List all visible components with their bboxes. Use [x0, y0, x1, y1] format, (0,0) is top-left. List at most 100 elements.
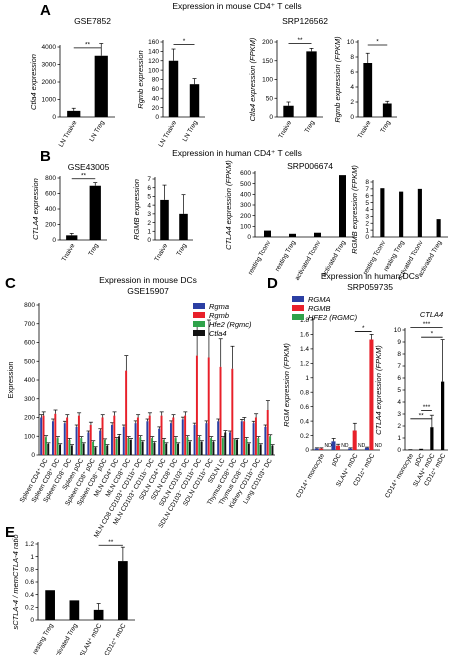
bar-B4 [399, 191, 404, 237]
bar-C-Rgma [134, 423, 137, 455]
bar-C-Hfe2 (Rgmc) [44, 437, 47, 455]
section-subtitle-d: SRP059735 [347, 282, 393, 292]
category-label-A2: LN Tnaive [157, 119, 178, 148]
y-tick-label-A1: 1000 [42, 97, 57, 104]
y-tick-label-D2: 4 [397, 399, 401, 406]
bar-C-Hfe2 (Rgmc) [151, 438, 154, 455]
category-label-B3: resting Treg [274, 239, 297, 273]
y-tick-label-C: 200 [24, 415, 35, 422]
category-label-B3: resting Tconv [247, 239, 273, 276]
bar-A3 [306, 51, 317, 117]
bar-C-Ctla4 [177, 443, 180, 455]
sig-bracket-d2-4-stars: *** [423, 321, 431, 328]
y-tick-label-C: 400 [24, 377, 35, 384]
bar-C-Rgmb [219, 366, 222, 455]
bar-C-Ctla4 [47, 443, 50, 455]
y-tick-label-C: 500 [24, 358, 35, 365]
sig-bracket-b1-stars: ** [81, 172, 87, 179]
bar-C-Hfe2 (Rgmc) [139, 437, 142, 455]
legend-label-C: Rgmb [209, 311, 229, 320]
bar-C-Rgmb [148, 415, 151, 455]
y-tick-label-A4: 0 [350, 114, 354, 121]
bar-C-Rgmb [243, 421, 246, 455]
bar-C-Hfe2 (Rgmc) [127, 438, 130, 455]
y-tick-label-D1: 0.4 [300, 418, 309, 425]
bar-B3 [289, 233, 296, 237]
category-label-D1: CD14⁺ monocyte [295, 452, 326, 499]
y-tick-label-A4: 8 [350, 54, 354, 61]
y-tick-label-C: 300 [24, 396, 35, 403]
bar-B4 [417, 188, 422, 237]
y-tick-label-A3: 0 [269, 114, 273, 121]
bar-C-Ctla4 [165, 443, 168, 455]
y-tick-label-A2: 0 [155, 114, 159, 121]
bar-C-Ctla4 [224, 432, 227, 455]
y-tick-label-B2: 3 [147, 211, 151, 218]
bar-C-Rgma [193, 425, 196, 455]
chart-title-A1: GSE7852 [74, 16, 111, 26]
section-subtitle-c: GSE15907 [127, 286, 169, 296]
y-tick-label-B2: 0 [147, 237, 151, 244]
bar-C-Hfe2 (Rgmc) [186, 437, 189, 455]
legend-swatch-D1 [292, 305, 304, 311]
bar-E [118, 561, 128, 620]
bar-C-Rgmb [184, 415, 187, 455]
bar-C-Rgma [228, 432, 231, 455]
bar-C-Rgma [146, 421, 149, 455]
y-tick-label-D1: 1.8 [300, 317, 309, 324]
bar-D2 [441, 381, 445, 450]
bar-D1-RGMA [348, 448, 353, 450]
bar-E [93, 609, 104, 620]
category-label-D2: CD14⁺ monocyte [384, 452, 415, 499]
category-label-A2: LN Treg [182, 119, 200, 143]
bar-C-Ctla4 [141, 441, 144, 455]
y-tick-label-A2: 140 [148, 49, 159, 56]
bar-C-Rgmb [66, 417, 69, 455]
sig-bracket-a2-stars: * [183, 38, 186, 45]
y-tick-label-B1: 800 [45, 175, 56, 182]
y-tick-label-B1: 0 [52, 237, 56, 244]
bar-C-Rgma [75, 426, 78, 455]
legend-swatch-C [193, 303, 205, 309]
y-tick-label-B2: 7 [147, 176, 151, 183]
bar-D2 [419, 449, 423, 450]
category-label-B2: Tnaive [153, 242, 169, 263]
bar-A4 [382, 103, 392, 117]
category-label-A1: LN Tnaive [58, 119, 79, 148]
bar-C-Hfe2 (Rgmc) [92, 441, 95, 455]
y-tick-label-A2: 60 [152, 86, 160, 93]
legend-swatch-C [193, 330, 205, 336]
bar-C-Rgmb [77, 415, 80, 455]
bar-C-Rgma [51, 421, 54, 455]
nd-label-D1: ND [375, 443, 383, 449]
bar-B4 [436, 219, 441, 237]
y-axis-title-D2: CTLA4 expression (FPKM) [374, 345, 383, 435]
bar-C-Rgmb [125, 370, 128, 455]
y-tick-label-D1: 1 [305, 375, 309, 382]
y-tick-label-B4: 0 [365, 234, 369, 241]
sig-bracket-a4-stars: * [376, 39, 379, 46]
y-tick-label-C: 800 [24, 302, 35, 309]
y-tick-label-B3: 400 [240, 192, 251, 199]
legend-label-D1: RGMB [308, 304, 331, 313]
bar-C-Ctla4 [200, 441, 203, 455]
y-tick-label-A4: 10 [347, 39, 355, 46]
y-tick-label-D1: 0 [305, 447, 309, 454]
y-tick-label-E: 0.6 [25, 579, 34, 586]
bar-C-Ctla4 [82, 443, 85, 455]
y-tick-label-D2: 5 [397, 387, 401, 394]
sig-bracket-e-stars: ** [108, 539, 114, 546]
y-tick-label-C: 0 [31, 452, 35, 459]
bar-D1-RGMA [364, 447, 369, 450]
bar-D2 [430, 427, 434, 450]
bar-C-Rgma [110, 425, 113, 455]
y-tick-label-B3: 500 [240, 181, 251, 188]
y-tick-label-E: 0 [30, 617, 34, 624]
nd-label-D1: ND [341, 443, 349, 449]
y-tick-label-A3: 100 [262, 77, 273, 84]
bar-C-Hfe2 (Rgmc) [233, 440, 236, 455]
y-tick-label-B2: 4 [147, 202, 151, 209]
bar-C-Rgmb [54, 413, 57, 455]
y-axis-title-B3: CTLA4 expression (FPKM) [224, 160, 233, 250]
y-axis-title-A2: Rgmb expression [136, 50, 145, 108]
